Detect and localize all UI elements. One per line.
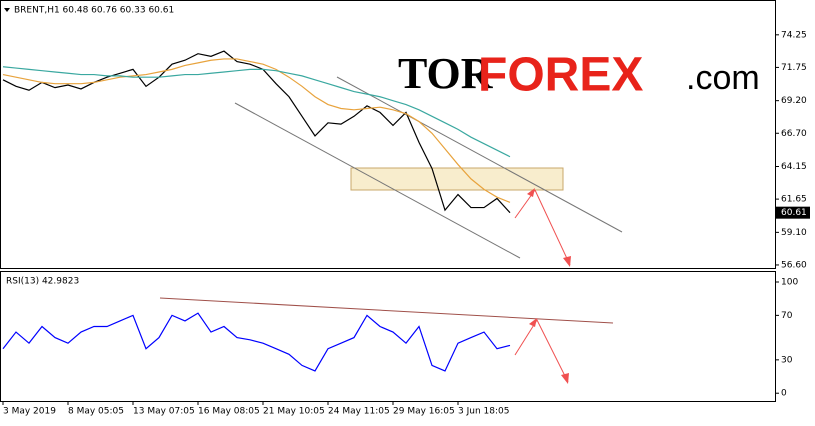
- watermark-suffix: .com: [686, 59, 760, 97]
- y-tick-label: 100: [781, 278, 798, 288]
- rsi-trendline: [159, 297, 614, 324]
- x-tick-label: 29 May 16:05: [393, 407, 455, 417]
- arrow-head: [529, 318, 537, 327]
- arrow-head: [563, 256, 571, 267]
- series-line: [2, 50, 511, 214]
- y-tick-label: 0: [781, 389, 787, 399]
- x-tick-label: 24 May 11:05: [328, 407, 390, 417]
- y-tick-label: 74.25: [781, 30, 807, 40]
- watermark-highlight: FOREX: [478, 49, 643, 102]
- series-line: [2, 58, 511, 203]
- x-tick-label: 3 May 2019: [3, 407, 56, 417]
- y-tick-label: 66.70: [781, 129, 807, 139]
- series-line: [2, 312, 511, 372]
- arrow-head: [527, 188, 535, 197]
- price-label: 60.61: [781, 208, 807, 218]
- x-tick-label: 21 May 10:05: [263, 407, 325, 417]
- watermark: TOR FOREX .com: [398, 49, 760, 102]
- chart-title: BRENT,H1 60.48 60.76 60.33 60.61: [14, 6, 174, 16]
- y-tick-label: 64.15: [781, 162, 807, 172]
- x-tick-label: 3 Jun 18:05: [458, 407, 509, 417]
- y-tick-label: 61.65: [781, 195, 807, 205]
- y-tick-label: 69.20: [781, 96, 807, 106]
- x-tick-label: 16 May 08:05: [198, 407, 260, 417]
- watermark-brand: TOR: [398, 49, 494, 98]
- rsi-title: RSI(13) 42.9823: [6, 277, 79, 287]
- forecast-arrow: [534, 189, 571, 266]
- y-tick-label: 56.60: [781, 260, 807, 270]
- y-tick-label: 70: [781, 311, 793, 321]
- price-panel: [0, 0, 776, 269]
- channel-line: [234, 102, 521, 259]
- rsi-panel: [0, 271, 776, 402]
- channel-line: [336, 76, 623, 233]
- x-tick-label: 13 May 07:05: [133, 407, 195, 417]
- forecast-arrow: [514, 318, 569, 383]
- menu-icon: [4, 8, 10, 12]
- x-tick-label: 8 May 05:05: [68, 407, 124, 417]
- y-tick-label: 71.75: [781, 63, 807, 73]
- series-line: [2, 66, 511, 158]
- price-label-box: [776, 206, 810, 219]
- resistance-zone: [350, 167, 564, 191]
- arrow-head: [561, 373, 569, 384]
- y-tick-label: 59.10: [781, 228, 807, 238]
- y-tick-label: 30: [781, 355, 793, 365]
